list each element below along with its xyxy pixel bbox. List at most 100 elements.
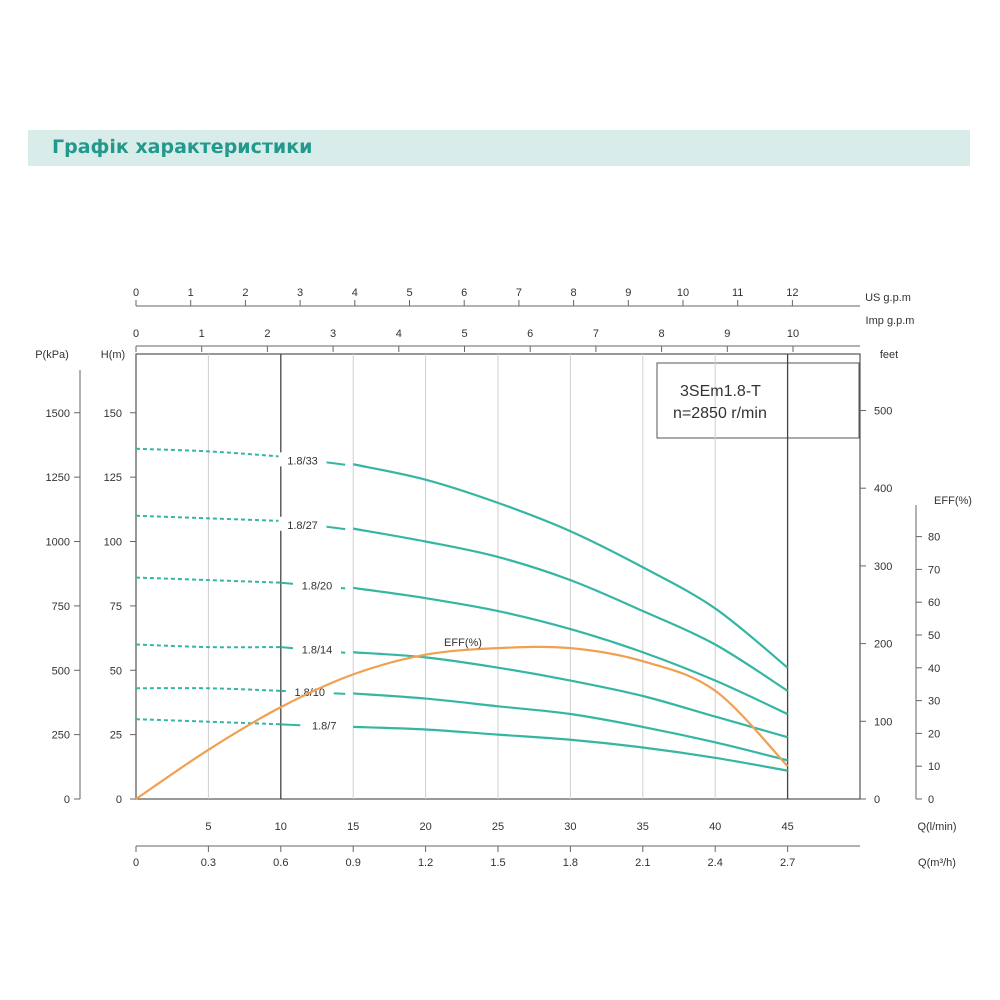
impgpm-tick-label: 3 [330,328,336,340]
title-banner: Графік характеристики [28,130,970,166]
eff-tick-label: 80 [928,532,940,544]
head-tick-label: 150 [104,408,122,420]
m3h-tick-label: 0.9 [346,857,361,869]
feet-tick-label: 200 [874,639,892,651]
impgpm-tick-label: 7 [593,328,599,340]
curve-label-1.8/20: 1.8/20 [302,580,333,592]
feet-tick-label: 0 [874,794,880,806]
head-tick-label: 125 [104,472,122,484]
m3h-tick-label: 0.6 [273,857,288,869]
x-tick-label: 10 [275,821,287,833]
usgpm-tick-label: 1 [188,287,194,299]
usgpm-tick-label: 8 [571,287,577,299]
curve-1.8/10 [353,692,788,762]
usgpm-axis-label: US g.p.m [865,292,911,304]
m3h-tick-label: 1.8 [563,857,578,869]
curve-1.8/20 [353,586,789,716]
curve-label-bg [278,452,327,467]
x-tick-label: 35 [637,821,649,833]
x-tick-label: 25 [492,821,504,833]
usgpm-tick-label: 12 [786,287,798,299]
curve-label-1.8/27: 1.8/27 [287,520,318,532]
efficiency-curve [135,645,789,800]
pressure-tick-label: 250 [52,730,70,742]
eff-tick-label: 40 [928,663,940,675]
head-tick-label: 25 [110,730,122,742]
curve-1.8/14 [353,651,788,739]
impgpm-tick-label: 4 [396,328,402,340]
feet-tick-label: 400 [874,483,892,495]
pressure-tick-label: 750 [52,601,70,613]
curve-label-1.8/33: 1.8/33 [287,455,318,467]
impgpm-tick-label: 6 [527,328,533,340]
x-tick-label: 5 [205,821,211,833]
m3h-tick-label: 0.3 [201,857,216,869]
curve-label-bg [293,577,341,592]
eff-tick-label: 30 [928,696,940,708]
m3h-tick-label: 2.4 [708,857,723,869]
usgpm-tick-label: 5 [406,287,412,299]
m3h-axis-label: Q(m³/h) [918,857,956,869]
curve-label-bg [293,641,341,656]
curve-label-bg [278,516,327,531]
eff-tick-label: 70 [928,564,940,576]
usgpm-tick-label: 7 [516,287,522,299]
eff-tick-label: 50 [928,630,940,642]
impgpm-tick-label: 10 [787,328,799,340]
curve-label-1.8/14: 1.8/14 [302,645,333,657]
usgpm-tick-label: 0 [133,287,139,299]
impgpm-tick-label: 1 [199,328,205,340]
impgpm-tick-label: 5 [461,328,467,340]
eff-tick-label: 10 [928,761,940,773]
curve-dashed-1.8/27 [135,514,281,522]
usgpm-tick-label: 2 [242,287,248,299]
x-axis-label: Q(l/min) [917,821,956,833]
impgpm-tick-label: 8 [659,328,665,340]
curve-label-1.8/7: 1.8/7 [312,721,336,733]
impgpm-tick-label: 9 [724,328,730,340]
usgpm-tick-label: 11 [732,287,743,299]
model-label: 3SEm1.8-T [680,383,761,400]
eff-tick-label: 20 [928,728,940,740]
feet-tick-label: 500 [874,406,892,418]
m3h-tick-label: 0 [133,857,139,869]
x-tick-label: 45 [781,821,793,833]
impgpm-tick-label: 0 [133,328,139,340]
m3h-tick-label: 1.5 [490,857,505,869]
head-tick-label: 0 [116,794,122,806]
usgpm-tick-label: 9 [625,287,631,299]
usgpm-tick-label: 10 [677,287,689,299]
curve-dashed-1.8/20 [135,576,281,584]
feet-tick-label: 100 [874,716,892,728]
m3h-tick-label: 2.7 [780,857,795,869]
speed-label: n=2850 r/min [673,405,767,422]
eff-tick-label: 0 [928,794,934,806]
pressure-tick-label: 500 [52,665,70,677]
usgpm-tick-label: 3 [297,287,303,299]
impgpm-tick-label: 2 [264,328,270,340]
curve-dashed-1.8/14 [135,643,281,649]
feet-tick-label: 300 [874,561,892,573]
m3h-tick-label: 2.1 [635,857,650,869]
head-tick-label: 75 [110,601,122,613]
curve-dashed-1.8/10 [135,687,281,692]
head-axis-label: H(m) [101,349,125,361]
eff-axis-label: EFF(%) [934,495,972,507]
curve-dashed-1.8/7 [135,718,281,726]
model-info-box [656,362,860,439]
pressure-tick-label: 0 [64,794,70,806]
efficiency-curve-label: EFF(%) [444,637,482,649]
x-tick-label: 30 [564,821,576,833]
pressure-axis-label: P(kPa) [35,349,69,361]
m3h-tick-label: 1.2 [418,857,433,869]
usgpm-tick-label: 4 [352,287,358,299]
curve-label-bg [300,717,349,732]
curve-dashed-1.8/33 [135,447,281,458]
usgpm-tick-label: 6 [461,287,467,299]
impgpm-axis-label: Imp g.p.m [866,315,915,327]
pressure-tick-label: 1500 [46,408,70,420]
page-title: Графік характеристики [52,136,313,158]
curve-1.8/7 [353,725,788,772]
head-tick-label: 50 [110,665,122,677]
